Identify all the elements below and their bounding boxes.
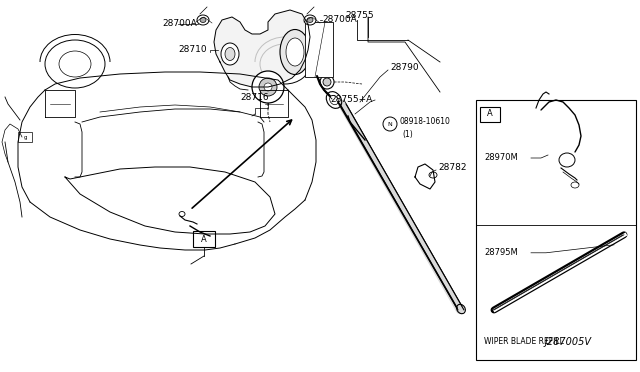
Text: 28790: 28790 <box>390 62 419 71</box>
Text: 28970M: 28970M <box>484 154 518 163</box>
Ellipse shape <box>45 40 105 88</box>
Text: WIPER BLADE REFILL: WIPER BLADE REFILL <box>484 337 564 346</box>
Text: J287005V: J287005V <box>545 337 592 347</box>
Bar <box>193 231 215 247</box>
Bar <box>476 100 636 360</box>
Bar <box>480 107 500 122</box>
Text: (1): (1) <box>402 129 413 138</box>
Ellipse shape <box>260 44 310 84</box>
Text: 28700A: 28700A <box>322 16 356 25</box>
Text: N: N <box>388 122 392 126</box>
Text: 28755+A: 28755+A <box>330 96 372 105</box>
Ellipse shape <box>304 15 316 25</box>
Text: g: g <box>23 135 27 140</box>
Ellipse shape <box>326 92 342 108</box>
Bar <box>305 22 333 77</box>
Circle shape <box>252 71 284 103</box>
Ellipse shape <box>280 29 310 74</box>
Ellipse shape <box>330 95 339 105</box>
Ellipse shape <box>429 172 437 178</box>
Circle shape <box>264 83 272 91</box>
Ellipse shape <box>320 75 334 89</box>
Text: 28700A: 28700A <box>162 19 196 29</box>
Ellipse shape <box>221 43 239 65</box>
Circle shape <box>383 117 397 131</box>
Ellipse shape <box>59 51 91 77</box>
Text: A: A <box>201 234 207 244</box>
Circle shape <box>259 78 277 96</box>
Ellipse shape <box>571 182 579 188</box>
Text: 28755: 28755 <box>345 12 374 20</box>
Ellipse shape <box>197 15 209 25</box>
Text: 28795M: 28795M <box>484 248 518 257</box>
Text: 28716: 28716 <box>240 93 269 102</box>
Ellipse shape <box>323 78 331 86</box>
Ellipse shape <box>225 48 235 61</box>
Text: 28710: 28710 <box>178 45 207 55</box>
Text: A: A <box>487 109 493 119</box>
Text: 08918-10610: 08918-10610 <box>399 118 450 126</box>
Text: 28782: 28782 <box>438 163 467 171</box>
Ellipse shape <box>307 17 313 22</box>
Bar <box>18 132 32 142</box>
Ellipse shape <box>179 212 185 217</box>
Ellipse shape <box>286 38 304 66</box>
Ellipse shape <box>559 153 575 167</box>
Polygon shape <box>214 10 310 87</box>
Ellipse shape <box>457 304 465 314</box>
Ellipse shape <box>200 17 206 22</box>
